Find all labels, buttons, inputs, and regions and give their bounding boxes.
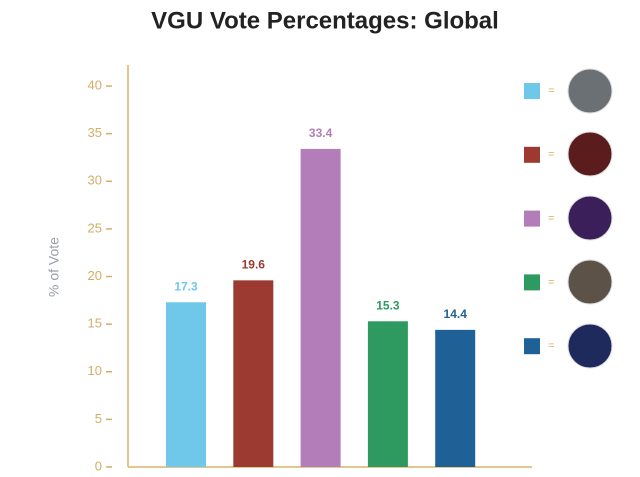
data-label: 33.4	[309, 126, 333, 140]
legend-separator: =	[548, 149, 554, 161]
data-label: 14.4	[444, 307, 468, 321]
bar	[367, 321, 408, 467]
legend-icon	[567, 259, 613, 305]
bar	[233, 280, 274, 467]
legend-icon	[567, 195, 613, 241]
legend-separator: =	[548, 85, 554, 97]
legend-icons	[567, 68, 613, 369]
y-tick-label: 35	[88, 125, 102, 140]
legend-swatch	[524, 210, 540, 227]
data-label: 17.3	[174, 279, 198, 293]
legend-separator: =	[548, 213, 554, 225]
chart-title: VGU Vote Percentages: Global	[151, 7, 499, 34]
legend-separator: =	[548, 276, 554, 288]
legend-swatch	[524, 146, 540, 163]
y-tick-label: 5	[95, 411, 102, 426]
y-tick-label: 25	[88, 220, 102, 235]
legend-icon	[567, 131, 613, 177]
y-axis-label: % of Vote	[46, 237, 62, 297]
y-tick-label: 15	[88, 316, 102, 331]
bar	[166, 302, 206, 467]
legend-swatch	[524, 338, 540, 355]
y-tick-label: 10	[88, 363, 102, 378]
legend-swatch	[524, 83, 540, 99]
legend-swatch	[524, 274, 540, 291]
legend-separator: =	[548, 340, 554, 352]
legend-icon	[567, 323, 613, 369]
y-tick-label: 40	[88, 77, 102, 92]
data-label: 19.6	[242, 258, 266, 272]
y-tick-label: 30	[88, 173, 102, 188]
y-tick-label: 0	[95, 458, 102, 473]
bar	[300, 148, 341, 467]
bar	[435, 329, 476, 467]
data-label: 15.3	[376, 298, 400, 312]
y-tick-label: 20	[88, 268, 102, 283]
legend-icon	[567, 68, 613, 114]
